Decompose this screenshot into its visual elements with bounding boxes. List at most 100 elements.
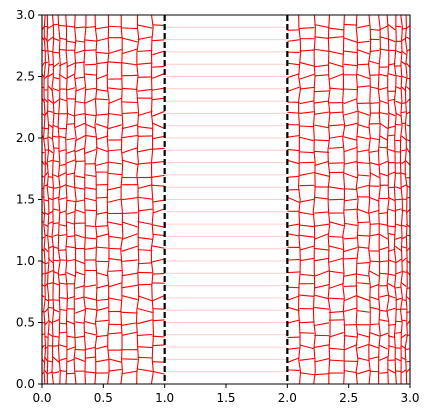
mesh-row-segment — [47, 269, 54, 274]
mesh-row-segment — [48, 306, 54, 309]
mesh-row-segment — [108, 297, 122, 302]
mesh-row-segment — [406, 36, 411, 40]
mesh-row-segment — [84, 39, 97, 42]
mesh-row-segment — [137, 196, 153, 200]
mesh-row-segment — [379, 112, 389, 115]
mesh-row-segment — [387, 112, 396, 117]
mesh-row-segment — [59, 224, 67, 227]
mesh-row-segment — [328, 50, 344, 55]
mesh-row-segment — [387, 134, 396, 137]
mesh-row-segment — [314, 124, 330, 129]
mesh-row-segment — [299, 357, 315, 361]
mesh-row-segment — [108, 270, 122, 272]
mesh-row-segment — [379, 223, 389, 226]
mesh-row-segment — [75, 199, 86, 203]
mesh-row-segment — [328, 146, 344, 149]
mesh-row-segment — [84, 73, 97, 76]
mesh-row-segment — [287, 319, 300, 324]
mesh-row-segment — [369, 86, 380, 90]
mesh-row-segment — [95, 334, 109, 338]
mesh-row-segment — [369, 323, 380, 326]
mesh-row-segment — [121, 259, 138, 262]
mesh-row-segment — [52, 196, 60, 200]
mesh-row-segment — [379, 73, 389, 77]
mesh-row-segment — [379, 319, 389, 322]
mesh-row-segment — [66, 172, 76, 176]
mesh-row-segment — [137, 220, 153, 226]
mesh-column-line — [404, 14, 408, 385]
mesh-row-segment — [58, 171, 67, 177]
mesh-row-segment — [314, 36, 330, 39]
mesh-row-segment — [95, 359, 109, 363]
mesh-column-line — [386, 14, 390, 385]
mesh-row-segment — [95, 225, 109, 228]
mesh-row-segment — [387, 196, 396, 202]
mesh-row-segment — [121, 245, 138, 252]
mesh-row-segment — [379, 172, 389, 177]
mesh-row-segment — [357, 273, 370, 277]
mesh-row-segment — [287, 223, 300, 227]
mesh-row-segment — [75, 76, 86, 80]
mesh-row-segment — [137, 319, 153, 325]
mesh-row-segment — [152, 184, 165, 187]
mesh-row-segment — [343, 198, 358, 202]
mesh-row-segment — [314, 23, 330, 29]
mesh-row-segment — [369, 137, 380, 141]
mesh-row-segment — [406, 196, 411, 199]
mesh-row-segment — [329, 235, 344, 238]
mesh-row-segment — [387, 283, 396, 289]
mesh-row-segment — [108, 247, 122, 250]
mesh-row-segment — [74, 147, 86, 153]
mesh-row-segment — [108, 87, 122, 90]
mesh-row-segment — [387, 23, 396, 31]
mesh-row-segment — [369, 28, 380, 31]
mesh-row-segment — [343, 88, 358, 91]
mesh-column-line — [342, 14, 346, 385]
mesh-row-segment — [95, 246, 109, 249]
mesh-row-segment — [66, 199, 76, 203]
mesh-row-segment — [44, 272, 49, 275]
tick-layer: 0.0 0.5 1.0 1.5 2.0 2.5 3.0 0.0 0.5 1.0 1.5 2.0 2.5 3… — [16, 8, 420, 405]
mesh-row-segment — [84, 296, 97, 301]
mesh-row-segment — [357, 295, 370, 302]
mesh-row-segment — [314, 74, 330, 77]
mesh-column-line — [46, 14, 50, 385]
mesh-row-segment — [401, 172, 407, 176]
mesh-row-segment — [152, 361, 165, 363]
mesh-row-segment — [328, 270, 344, 274]
mesh-row-segment — [52, 174, 60, 178]
mesh-row-segment — [328, 135, 344, 139]
mesh-row-segment — [401, 270, 407, 273]
mesh-row-segment — [299, 136, 315, 142]
mesh-row-segment — [299, 234, 315, 238]
mesh-row-segment — [299, 332, 315, 334]
mesh-row-segment — [66, 112, 76, 117]
mesh-row-segment — [379, 211, 388, 215]
mesh-row-segment — [357, 85, 370, 88]
mesh-row-segment — [405, 246, 411, 253]
mesh-row-segment — [84, 371, 97, 374]
mesh-row-segment — [137, 49, 153, 53]
mesh-row-segment — [152, 294, 165, 302]
mesh-row-segment — [405, 160, 411, 166]
mesh-row-segment — [395, 236, 402, 240]
mesh-column-line — [393, 14, 397, 385]
mesh-row-segment — [95, 73, 109, 80]
mesh-row-segment — [343, 188, 358, 190]
mesh-row-segment — [406, 234, 411, 237]
mesh-row-segment — [343, 307, 358, 313]
mesh-row-segment — [357, 40, 370, 44]
mesh-row-segment — [152, 97, 165, 101]
mesh-row-segment — [95, 113, 109, 116]
mesh-row-segment — [84, 174, 97, 177]
mesh-row-segment — [52, 345, 60, 347]
mesh-row-segment — [406, 334, 411, 337]
mesh-row-segment — [369, 49, 380, 53]
mesh-row-segment — [59, 148, 67, 152]
mesh-row-segment — [343, 122, 358, 127]
mesh-row-segment — [44, 356, 49, 363]
mesh-row-segment — [52, 51, 60, 54]
mesh-row-segment — [47, 148, 54, 154]
mesh-row-segment — [395, 223, 402, 227]
mesh-row-segment — [84, 187, 97, 190]
